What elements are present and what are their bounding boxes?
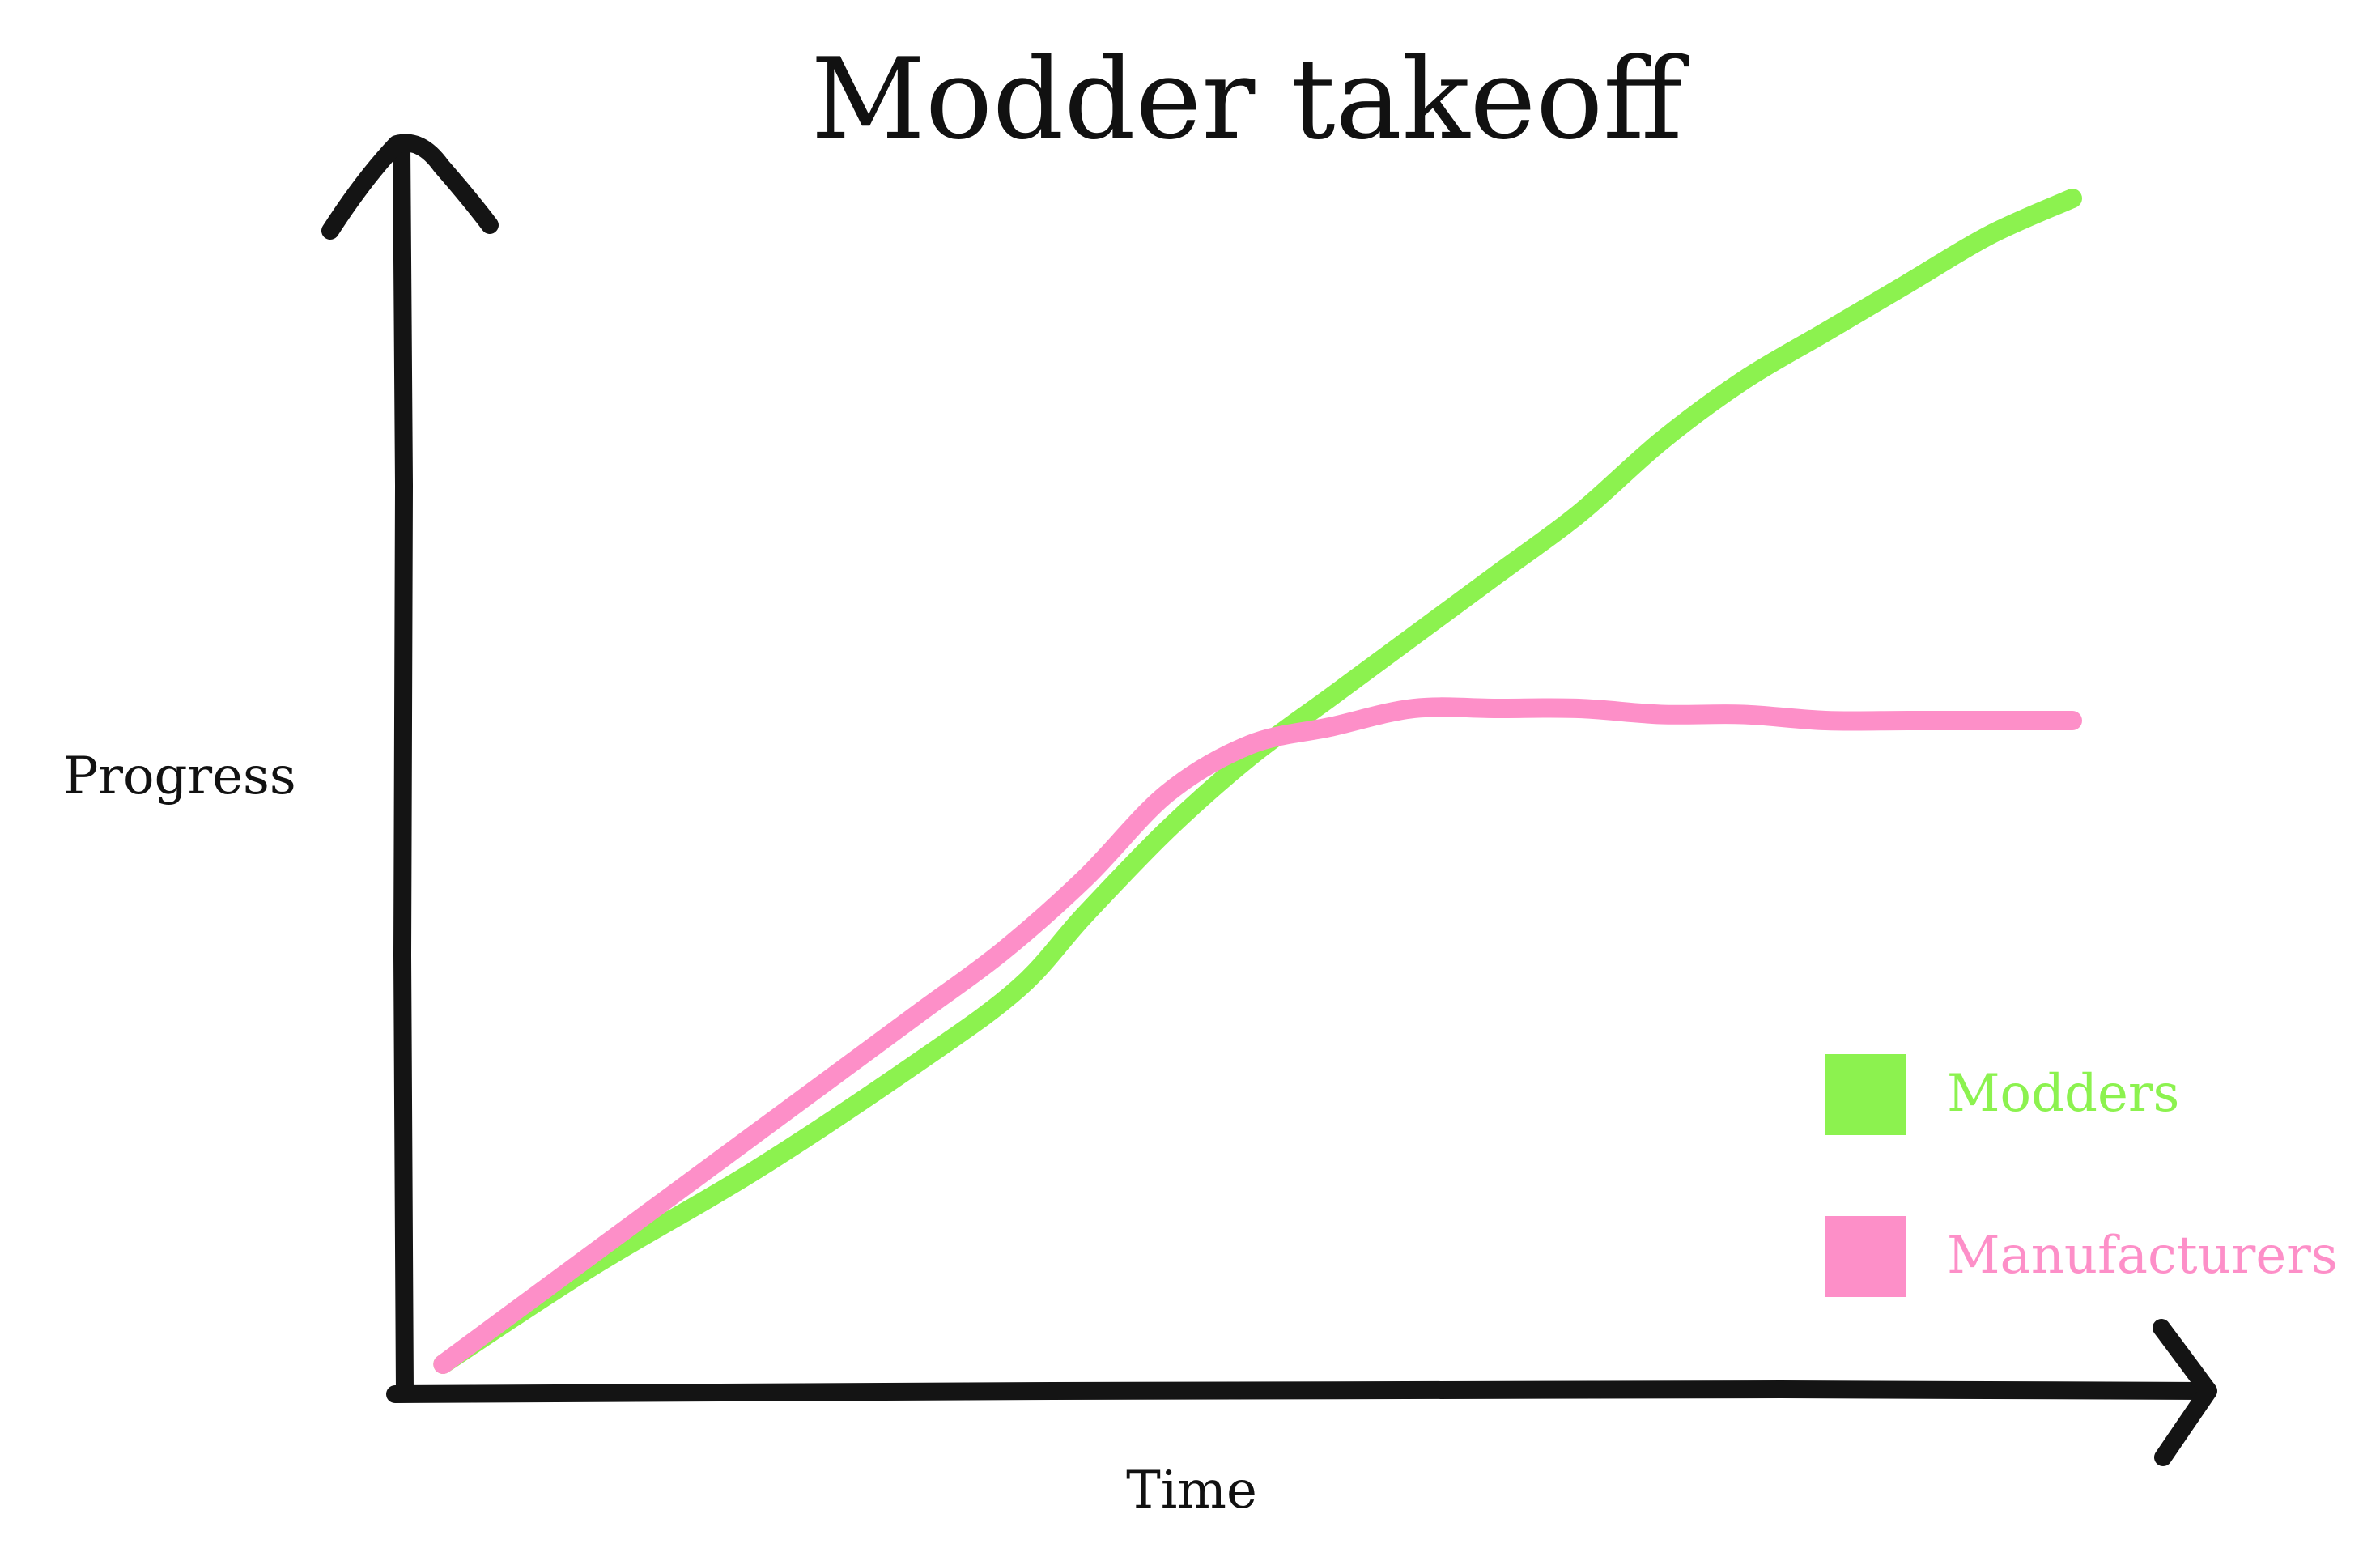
- legend-label-manufacturers: Manufacturers: [1947, 1226, 2338, 1286]
- chart-title: Modder takeoff: [811, 34, 1690, 164]
- series-line-manufacturers: [433, 697, 2082, 1374]
- axes: [321, 134, 2217, 1466]
- y-axis-label: Progress: [63, 746, 295, 806]
- legend-label-modders: Modders: [1947, 1064, 2179, 1124]
- x-axis-label: Time: [1126, 1461, 1257, 1520]
- series-layer: [433, 189, 2082, 1374]
- x-axis-line: [386, 1380, 2214, 1403]
- x-axis-arrowhead: [2153, 1319, 2217, 1466]
- y-axis-line: [393, 137, 414, 1401]
- y-axis-arrowhead: [321, 134, 499, 240]
- legend-swatch-modders: [1825, 1054, 1906, 1135]
- legend-swatch-manufacturers: [1825, 1216, 1906, 1297]
- legend: Modders Manufacturers: [1825, 1054, 2338, 1297]
- series-line-modders: [433, 189, 2082, 1374]
